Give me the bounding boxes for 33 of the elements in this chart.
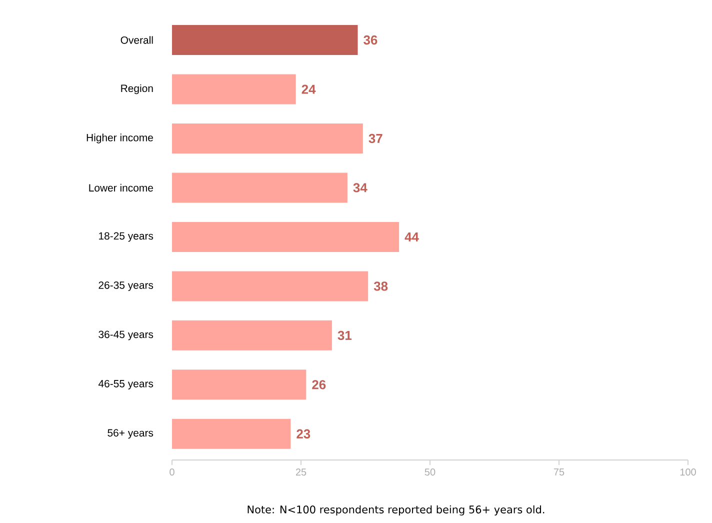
y-tick-label: Lower income xyxy=(89,184,153,192)
bar xyxy=(172,222,400,252)
data-label: 36 xyxy=(364,35,378,45)
data-label: 38 xyxy=(374,282,388,291)
x-tick-label: 50 xyxy=(424,468,436,476)
y-tick-label: 18-25 years xyxy=(99,232,154,242)
data-label: 37 xyxy=(368,134,382,144)
x-tick-label: 75 xyxy=(554,468,564,476)
x-tick-label: 0 xyxy=(170,468,174,476)
data-label: 24 xyxy=(302,84,316,94)
data-label: 23 xyxy=(296,429,310,438)
y-tick-label: Higher income xyxy=(86,134,153,144)
bar xyxy=(172,25,358,56)
x-tick-label: 100 xyxy=(680,468,696,476)
x-tick-label: 25 xyxy=(296,468,306,476)
y-tick-label: 26-35 years xyxy=(98,281,154,291)
y-tick-label: Region xyxy=(121,84,153,94)
data-label: 31 xyxy=(338,330,352,340)
bar xyxy=(172,370,306,400)
bar xyxy=(172,74,296,104)
bar xyxy=(172,172,348,203)
bar xyxy=(172,320,332,350)
data-label: 26 xyxy=(312,380,326,390)
bar xyxy=(172,271,368,302)
bar xyxy=(172,123,363,154)
data-label: 44 xyxy=(404,232,419,242)
y-tick-label: Overall xyxy=(120,36,153,44)
y-tick-label: 56+ years xyxy=(108,429,154,439)
data-label: 34 xyxy=(353,183,368,192)
y-tick-label: 46-55 years xyxy=(98,380,154,390)
y-tick-label: 36-45 years xyxy=(98,330,154,340)
text: Note: N<100 respondents reported being 56+ years old. xyxy=(248,505,544,516)
bar xyxy=(172,418,291,449)
